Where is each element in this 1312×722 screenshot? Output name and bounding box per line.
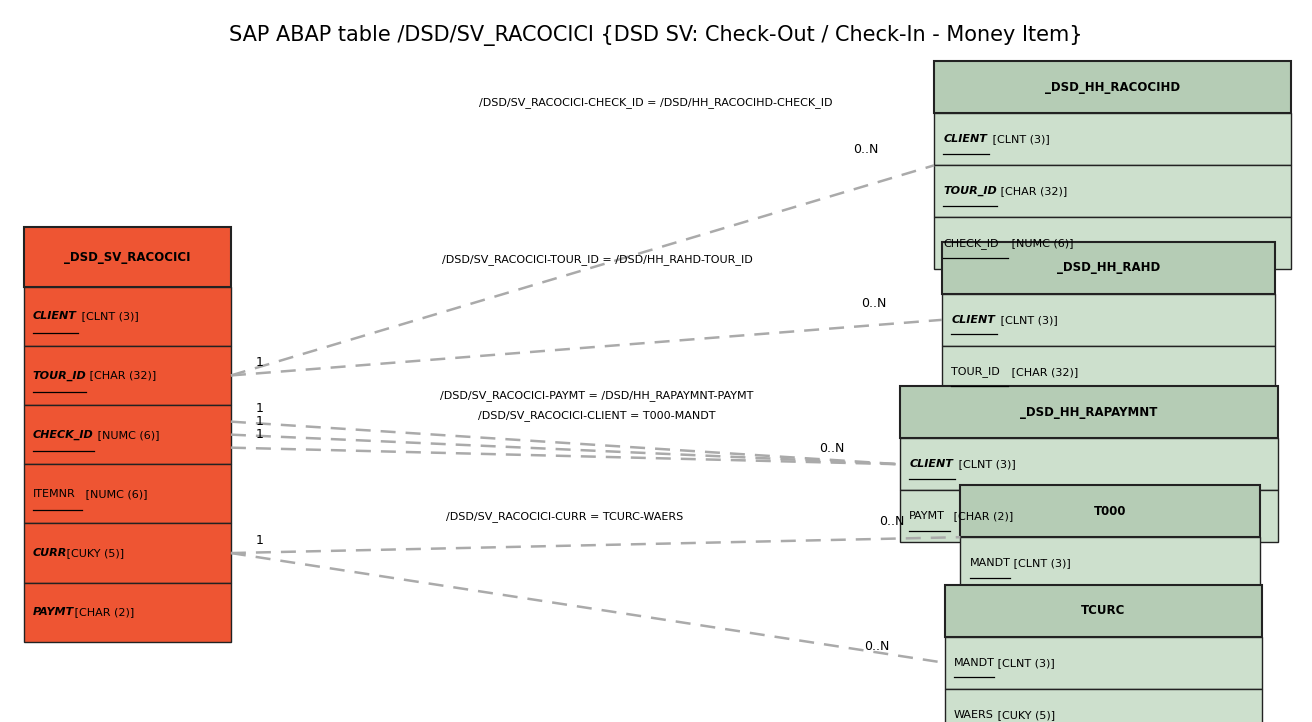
Bar bbox=[900, 438, 1278, 490]
Text: _DSD_HH_RAHD: _DSD_HH_RAHD bbox=[1057, 261, 1160, 274]
Text: /DSD/SV_RACOCICI-TOUR_ID = /DSD/HH_RAHD-TOUR_ID: /DSD/SV_RACOCICI-TOUR_ID = /DSD/HH_RAHD-… bbox=[442, 254, 752, 266]
Text: 1: 1 bbox=[256, 356, 264, 369]
Text: 1: 1 bbox=[256, 415, 264, 428]
Bar bbox=[942, 346, 1275, 398]
Text: 0..N: 0..N bbox=[861, 297, 887, 310]
Text: [CLNT (3)]: [CLNT (3)] bbox=[989, 134, 1050, 144]
Bar bbox=[24, 523, 231, 583]
Text: 1: 1 bbox=[256, 428, 264, 441]
Text: [CHAR (2)]: [CHAR (2)] bbox=[71, 607, 134, 617]
Text: CLIENT: CLIENT bbox=[951, 315, 994, 325]
Text: _DSD_SV_RACOCICI: _DSD_SV_RACOCICI bbox=[64, 251, 190, 264]
Text: TCURC: TCURC bbox=[1081, 604, 1126, 617]
Text: /DSD/SV_RACOCICI-CLIENT = T000-MANDT: /DSD/SV_RACOCICI-CLIENT = T000-MANDT bbox=[478, 410, 716, 422]
Text: 0..N: 0..N bbox=[819, 442, 845, 455]
Text: WAERS: WAERS bbox=[954, 710, 993, 720]
Text: CURR: CURR bbox=[33, 548, 67, 558]
Text: /DSD/SV_RACOCICI-CHECK_ID = /DSD/HH_RACOCIHD-CHECK_ID: /DSD/SV_RACOCICI-CHECK_ID = /DSD/HH_RACO… bbox=[479, 97, 833, 108]
Text: MANDT: MANDT bbox=[970, 558, 1010, 568]
Bar bbox=[24, 464, 231, 523]
Text: PAYMT: PAYMT bbox=[33, 607, 73, 617]
Text: CHECK_ID: CHECK_ID bbox=[943, 238, 998, 249]
Text: _DSD_HH_RACOCIHD: _DSD_HH_RACOCIHD bbox=[1046, 81, 1179, 94]
Text: CLIENT: CLIENT bbox=[943, 134, 987, 144]
Text: ITEMNR: ITEMNR bbox=[33, 489, 76, 499]
Text: MANDT: MANDT bbox=[954, 658, 994, 668]
Bar bbox=[942, 242, 1275, 294]
Text: [CUKY (5)]: [CUKY (5)] bbox=[63, 548, 125, 558]
Text: [CLNT (3)]: [CLNT (3)] bbox=[955, 459, 1015, 469]
Bar bbox=[942, 294, 1275, 346]
Bar bbox=[945, 585, 1262, 637]
Bar bbox=[900, 386, 1278, 438]
Text: [CHAR (32)]: [CHAR (32)] bbox=[997, 186, 1067, 196]
Text: [CHAR (2)]: [CHAR (2)] bbox=[950, 511, 1013, 521]
Text: /DSD/SV_RACOCICI-CURR = TCURC-WAERS: /DSD/SV_RACOCICI-CURR = TCURC-WAERS bbox=[446, 510, 682, 522]
Text: 1: 1 bbox=[256, 534, 264, 547]
Text: [CUKY (5)]: [CUKY (5)] bbox=[994, 710, 1056, 720]
Text: CLIENT: CLIENT bbox=[909, 459, 953, 469]
Text: 0..N: 0..N bbox=[879, 515, 905, 528]
Text: SAP ABAP table /DSD/SV_RACOCICI {DSD SV: Check-Out / Check-In - Money Item}: SAP ABAP table /DSD/SV_RACOCICI {DSD SV:… bbox=[230, 25, 1082, 46]
Text: [CLNT (3)]: [CLNT (3)] bbox=[79, 311, 139, 321]
Bar bbox=[24, 227, 231, 287]
Text: T000: T000 bbox=[1094, 505, 1126, 518]
Text: [NUMC (6)]: [NUMC (6)] bbox=[1009, 238, 1075, 248]
Text: CHECK_ID: CHECK_ID bbox=[33, 430, 93, 440]
Bar bbox=[960, 537, 1260, 589]
Text: [CHAR (32)]: [CHAR (32)] bbox=[1008, 367, 1078, 377]
Bar bbox=[960, 485, 1260, 537]
Text: CLIENT: CLIENT bbox=[33, 311, 76, 321]
Bar bbox=[934, 165, 1291, 217]
Bar bbox=[24, 583, 231, 642]
Bar bbox=[900, 490, 1278, 542]
Text: [CHAR (32)]: [CHAR (32)] bbox=[87, 370, 156, 380]
Text: PAYMT: PAYMT bbox=[909, 511, 945, 521]
Bar bbox=[934, 61, 1291, 113]
Bar bbox=[24, 346, 231, 405]
Bar bbox=[934, 113, 1291, 165]
Bar bbox=[945, 637, 1262, 689]
Text: TOUR_ID: TOUR_ID bbox=[951, 366, 1000, 378]
Text: [CLNT (3)]: [CLNT (3)] bbox=[994, 658, 1055, 668]
Bar bbox=[24, 287, 231, 346]
Text: [NUMC (6)]: [NUMC (6)] bbox=[81, 489, 147, 499]
Text: [CLNT (3)]: [CLNT (3)] bbox=[1010, 558, 1071, 568]
Text: /DSD/SV_RACOCICI-PAYMT = /DSD/HH_RAPAYMNT-PAYMT: /DSD/SV_RACOCICI-PAYMT = /DSD/HH_RAPAYMN… bbox=[441, 390, 753, 401]
Text: 0..N: 0..N bbox=[863, 640, 890, 653]
Bar bbox=[934, 217, 1291, 269]
Text: 1: 1 bbox=[256, 402, 264, 415]
Text: TOUR_ID: TOUR_ID bbox=[943, 186, 997, 196]
Text: TOUR_ID: TOUR_ID bbox=[33, 370, 87, 380]
Bar bbox=[945, 689, 1262, 722]
Text: [NUMC (6)]: [NUMC (6)] bbox=[93, 430, 159, 440]
Text: 0..N: 0..N bbox=[853, 143, 879, 156]
Text: _DSD_HH_RAPAYMNT: _DSD_HH_RAPAYMNT bbox=[1021, 406, 1157, 419]
Text: [CLNT (3)]: [CLNT (3)] bbox=[997, 315, 1057, 325]
Bar bbox=[24, 405, 231, 464]
